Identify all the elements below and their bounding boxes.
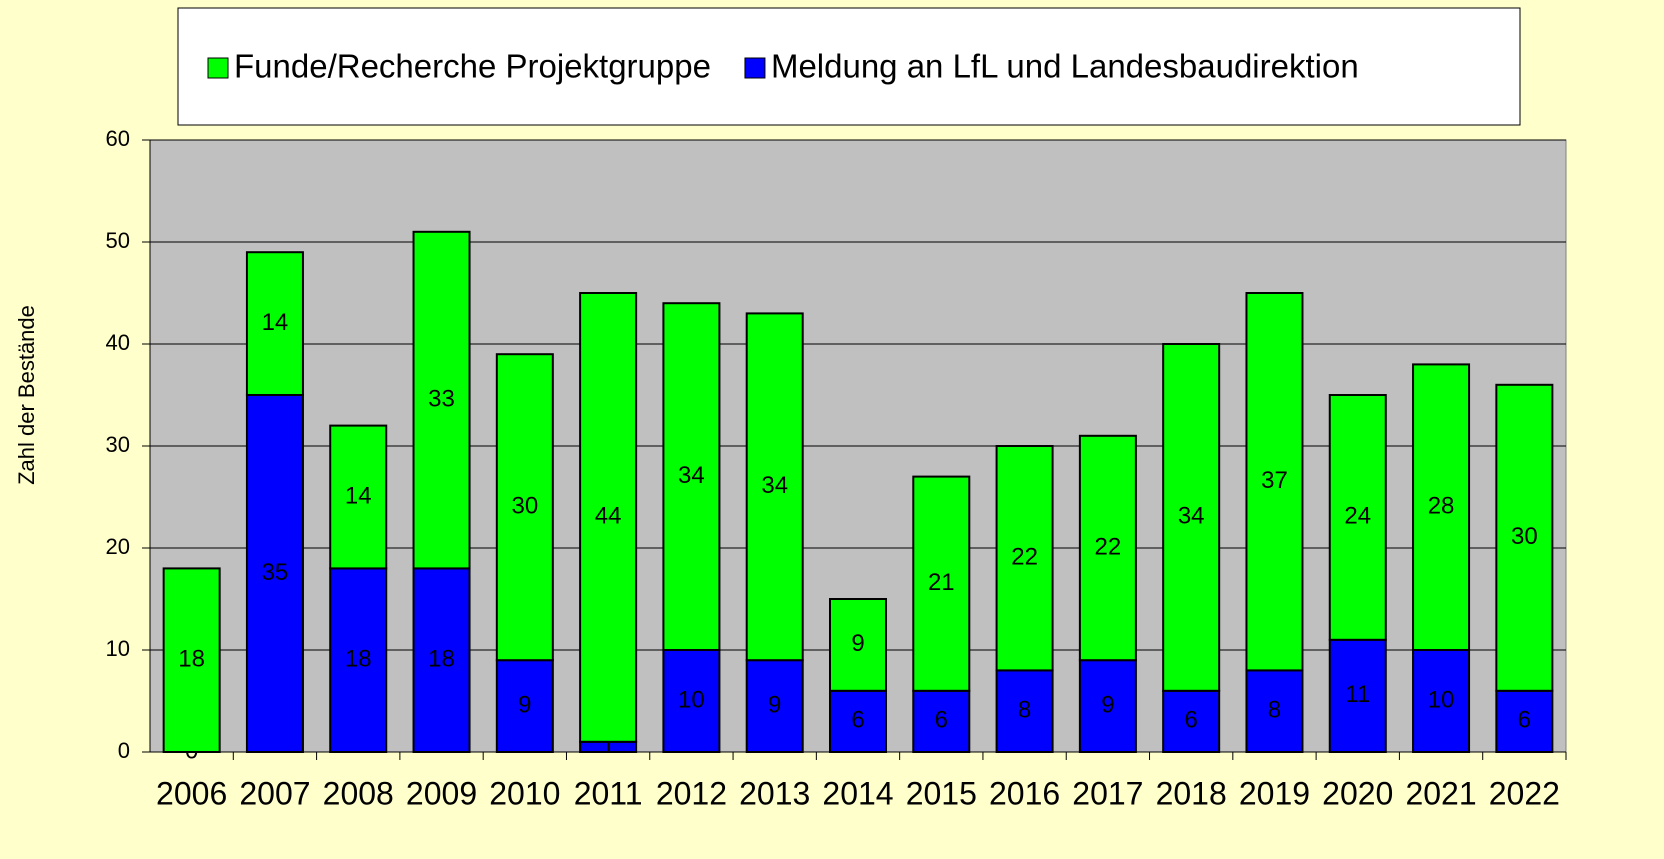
x-tick-label: 2012 xyxy=(656,775,727,811)
bar-segment xyxy=(162,567,221,754)
x-tick-label: 2008 xyxy=(323,775,394,811)
x-tick-label: 2018 xyxy=(1156,775,1227,811)
x-tick-label: 2019 xyxy=(1239,775,1310,811)
bar-segment xyxy=(495,353,554,662)
legend-swatch xyxy=(207,57,229,79)
y-tick-label: 50 xyxy=(106,228,130,253)
y-tick-label: 40 xyxy=(106,330,130,355)
bar-segment xyxy=(412,567,471,754)
bar-segment xyxy=(745,312,804,662)
bar-segment xyxy=(1412,649,1471,753)
data-label: 10 xyxy=(678,686,705,713)
bar-segment xyxy=(912,475,971,692)
bar-segment xyxy=(412,230,471,570)
data-label: 18 xyxy=(428,646,455,673)
bar-segment xyxy=(579,292,638,743)
data-label: 14 xyxy=(262,309,289,336)
data-label: 34 xyxy=(1178,503,1205,530)
x-tick-label: 2022 xyxy=(1489,775,1560,811)
x-tick-label: 2006 xyxy=(156,775,227,811)
bar-segment xyxy=(1078,659,1137,754)
bar-segment xyxy=(829,689,887,753)
data-label: 34 xyxy=(761,472,788,499)
data-label: 30 xyxy=(1511,523,1538,550)
bar-segment xyxy=(662,649,721,753)
bar-segment xyxy=(329,424,388,570)
data-label: 6 xyxy=(935,707,948,734)
x-tick-label: 2011 xyxy=(574,775,643,811)
y-tick-label: 10 xyxy=(106,636,130,661)
bar-segment xyxy=(995,445,1054,672)
data-label: 37 xyxy=(1261,467,1288,494)
legend-swatch xyxy=(744,57,766,79)
y-tick-label: 30 xyxy=(106,432,130,457)
bar-segment xyxy=(245,394,304,753)
bar-segment xyxy=(495,659,554,754)
bar-segment xyxy=(329,567,388,754)
legend-label: Funde/Recherche Projektgruppe xyxy=(234,48,711,85)
x-tick-label: 2013 xyxy=(739,775,810,811)
bar-segment xyxy=(995,669,1054,754)
x-tick-label: 2009 xyxy=(406,775,477,811)
data-label: 35 xyxy=(262,559,289,586)
data-label: 6 xyxy=(1184,707,1197,734)
bar-segment xyxy=(245,251,304,396)
x-tick-label: 2017 xyxy=(1072,775,1143,811)
data-label: 22 xyxy=(1011,544,1038,571)
bar-segment xyxy=(1495,689,1554,753)
data-label: 9 xyxy=(1101,691,1114,718)
bar-segment xyxy=(1495,383,1554,692)
bar-segment xyxy=(1162,343,1221,692)
y-tick-label: 60 xyxy=(106,126,130,151)
y-axis-label: Zahl der Bestände xyxy=(14,305,39,485)
data-label: 34 xyxy=(678,462,705,489)
bar-segment xyxy=(829,598,887,692)
bar-segment xyxy=(662,302,721,651)
data-label: 11 xyxy=(1345,681,1370,708)
data-label: 30 xyxy=(511,493,538,520)
data-label: 24 xyxy=(1344,503,1371,530)
bar-segment xyxy=(1412,363,1471,651)
legend-box xyxy=(177,7,1521,126)
x-tick-label: 2021 xyxy=(1405,775,1476,811)
data-label: 44 xyxy=(595,503,622,530)
x-tick-label: 2010 xyxy=(489,775,560,811)
bar-segment xyxy=(1328,638,1387,753)
bar-segment xyxy=(1078,434,1137,662)
data-label: 28 xyxy=(1428,493,1455,520)
data-label: 14 xyxy=(345,482,372,509)
data-label: 8 xyxy=(1268,697,1281,724)
bar-segment xyxy=(1328,394,1387,641)
data-label: 18 xyxy=(178,646,205,673)
data-label: 18 xyxy=(345,646,372,673)
data-label: 9 xyxy=(518,691,531,718)
x-tick-label: 2020 xyxy=(1322,775,1393,811)
data-label: 33 xyxy=(428,385,455,412)
y-tick-label: 0 xyxy=(118,738,130,763)
data-label: 6 xyxy=(851,707,864,734)
x-tick-label: 2014 xyxy=(822,775,893,811)
data-label: 10 xyxy=(1428,686,1455,713)
data-label: 22 xyxy=(1095,533,1122,560)
bar-segment xyxy=(1245,292,1304,672)
data-label: 9 xyxy=(768,691,781,718)
bar-segment xyxy=(745,659,804,754)
x-tick-label: 2007 xyxy=(239,775,310,811)
data-label: 8 xyxy=(1018,697,1031,724)
bar-segment xyxy=(1162,689,1221,753)
data-label: 6 xyxy=(1518,707,1531,734)
legend-label: Meldung an LfL und Landesbaudirektion xyxy=(771,48,1359,85)
x-tick-label: 2015 xyxy=(906,775,977,811)
data-label: 9 xyxy=(851,630,864,657)
y-tick-label: 20 xyxy=(106,534,130,559)
x-tick-label: 2016 xyxy=(989,775,1060,811)
data-label: 21 xyxy=(928,569,955,596)
